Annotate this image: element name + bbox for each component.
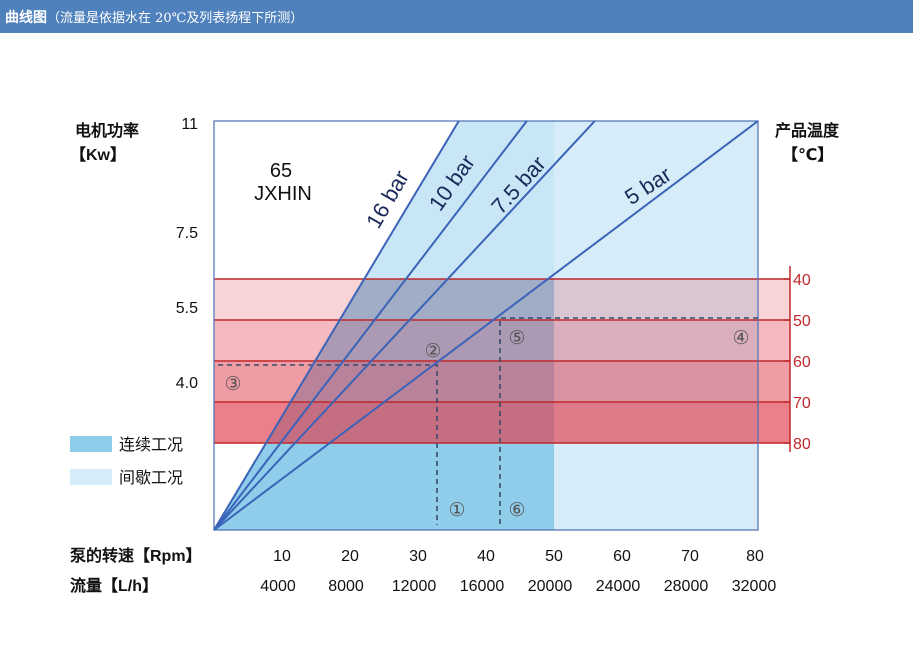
annotation-marker: ②	[424, 341, 441, 362]
temperature-band-60-70	[214, 361, 790, 402]
series-line-2	[213, 120, 596, 531]
flow-tick-label: 20000	[528, 578, 573, 595]
dashed-guide-b	[499, 317, 758, 527]
speed-tick-label: 70	[681, 548, 699, 565]
flow-axis-label: 流量【L/h】	[70, 576, 158, 595]
temperature-tick-label: 50	[793, 313, 811, 330]
right-axis-title: 产品温度	[775, 121, 840, 140]
speed-tick-label: 20	[341, 548, 359, 565]
temperature-tick-label: 40	[793, 272, 811, 289]
flow-tick-label: 28000	[664, 578, 709, 595]
power-tick-label: 5.5	[176, 300, 198, 317]
series-line-3	[213, 120, 759, 531]
temperature-tick-label: 60	[793, 354, 811, 371]
dashed-guide-a	[218, 364, 438, 525]
temperature-band-70-80	[214, 402, 790, 443]
legend-label: 间歇工况	[119, 469, 183, 487]
speed-tick-label: 10	[273, 548, 291, 565]
model-number: 65	[270, 160, 292, 182]
speed-tick-label: 30	[409, 548, 427, 565]
speed-tick-label: 40	[477, 548, 495, 565]
annotation-marker: ③	[224, 374, 241, 395]
flow-tick-label: 4000	[260, 578, 296, 595]
annotation-marker: ④	[732, 328, 749, 349]
intermittent-region	[554, 121, 758, 530]
title-text: 曲线图	[5, 10, 47, 26]
page-title: 曲线图（流量是依据水在 20℃及列表扬程下所测）	[5, 7, 303, 27]
power-tick-label: 11	[181, 116, 198, 133]
legend-label: 连续工况	[119, 436, 183, 454]
legend-swatch	[70, 436, 112, 452]
upper-continuous-region	[364, 121, 554, 279]
power-tick-label: 7.5	[176, 225, 198, 242]
annotation-marker: ⑤	[508, 328, 525, 349]
flow-tick-label: 8000	[328, 578, 364, 595]
flow-tick-label: 16000	[460, 578, 505, 595]
right-axis-unit: 【℃】	[782, 146, 833, 164]
left-axis-unit: 【Kw】	[70, 146, 126, 164]
temperature-tick-label: 70	[793, 395, 811, 412]
flow-tick-label: 12000	[392, 578, 437, 595]
legend-swatch	[70, 469, 112, 485]
speed-axis-label: 泵的转速【Rpm】	[69, 546, 202, 565]
plot-frame	[213, 120, 759, 531]
series-line-0	[213, 120, 460, 531]
power-tick-label: 4.0	[176, 375, 198, 392]
speed-tick-label: 60	[613, 548, 631, 565]
model-name: JXHIN	[254, 183, 312, 205]
speed-tick-label: 50	[545, 548, 563, 565]
speed-tick-label: 80	[746, 548, 764, 565]
series-line-1	[213, 120, 528, 531]
annotation-marker: ⑥	[508, 500, 525, 521]
title-subtitle: （流量是依据水在 20℃及列表扬程下所测）	[47, 11, 304, 26]
temperature-band-50-60	[214, 320, 790, 361]
header-bar	[0, 0, 913, 33]
flow-tick-label: 32000	[732, 578, 777, 595]
temperature-tick-label: 80	[793, 436, 811, 453]
flow-tick-label: 24000	[596, 578, 641, 595]
left-axis-title: 电机功率	[75, 121, 139, 140]
annotation-marker: ①	[448, 500, 465, 521]
